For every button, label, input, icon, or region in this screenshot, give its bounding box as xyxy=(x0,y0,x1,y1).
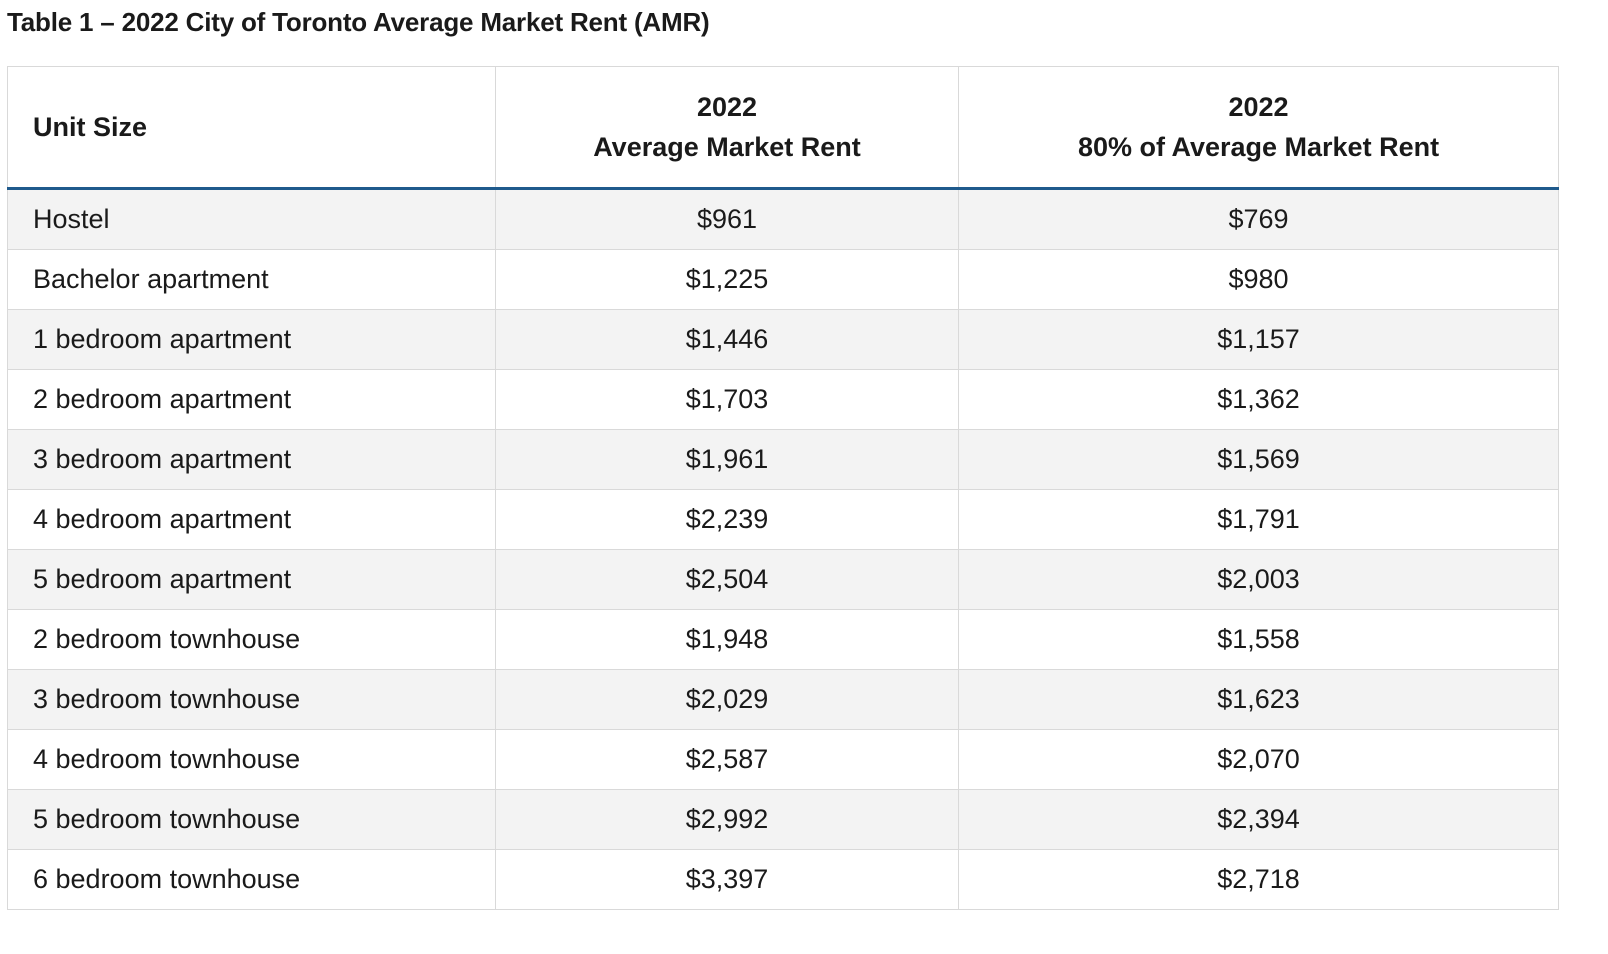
table-row: 4 bedroom apartment $2,239 $1,791 xyxy=(7,489,1559,550)
table-caption: Table 1 – 2022 City of Toronto Average M… xyxy=(7,7,710,37)
average-market-rent-cell: $2,587 xyxy=(495,729,959,790)
eighty-percent-amr-cell: $2,070 xyxy=(958,729,1559,790)
header-amr80-label: 80% of Average Market Rent xyxy=(1077,132,1440,162)
header-amr80-year: 2022 xyxy=(1228,92,1289,122)
average-market-rent-cell: $2,239 xyxy=(495,489,959,550)
table-row: 4 bedroom townhouse $2,587 $2,070 xyxy=(7,729,1559,790)
table-row: 2 bedroom apartment $1,703 $1,362 xyxy=(7,369,1559,430)
average-market-rent-cell: $1,961 xyxy=(495,429,959,490)
header-80-percent-amr: 2022 80% of Average Market Rent xyxy=(958,66,1559,190)
table-row: 3 bedroom apartment $1,961 $1,569 xyxy=(7,429,1559,490)
table-row: 6 bedroom townhouse $3,397 $2,718 xyxy=(7,849,1559,910)
header-unit-size-label: Unit Size xyxy=(33,112,148,142)
eighty-percent-amr-cell: $1,623 xyxy=(958,669,1559,730)
average-market-rent-cell: $3,397 xyxy=(495,849,959,910)
unit-size-cell: Hostel xyxy=(7,188,496,250)
eighty-percent-amr-cell: $2,394 xyxy=(958,789,1559,850)
average-market-rent-cell: $961 xyxy=(495,188,959,250)
table-row: 5 bedroom apartment $2,504 $2,003 xyxy=(7,549,1559,610)
eighty-percent-amr-cell: $1,569 xyxy=(958,429,1559,490)
eighty-percent-amr-cell: $980 xyxy=(958,249,1559,310)
header-unit-size: Unit Size xyxy=(7,66,496,190)
header-average-market-rent: 2022 Average Market Rent xyxy=(495,66,959,190)
average-market-rent-cell: $2,992 xyxy=(495,789,959,850)
table-row: Bachelor apartment $1,225 $980 xyxy=(7,249,1559,310)
average-market-rent-cell: $1,703 xyxy=(495,369,959,430)
eighty-percent-amr-cell: $1,157 xyxy=(958,309,1559,370)
eighty-percent-amr-cell: $1,362 xyxy=(958,369,1559,430)
unit-size-cell: 3 bedroom townhouse xyxy=(7,669,496,730)
eighty-percent-amr-cell: $1,558 xyxy=(958,609,1559,670)
average-market-rent-cell: $1,225 xyxy=(495,249,959,310)
unit-size-cell: 1 bedroom apartment xyxy=(7,309,496,370)
average-market-rent-cell: $2,029 xyxy=(495,669,959,730)
average-market-rent-cell: $1,446 xyxy=(495,309,959,370)
average-market-rent-cell: $2,504 xyxy=(495,549,959,610)
header-amr-label: Average Market Rent xyxy=(593,132,861,162)
eighty-percent-amr-cell: $769 xyxy=(958,188,1559,250)
table-row: 5 bedroom townhouse $2,992 $2,394 xyxy=(7,789,1559,850)
unit-size-cell: 5 bedroom townhouse xyxy=(7,789,496,850)
eighty-percent-amr-cell: $1,791 xyxy=(958,489,1559,550)
unit-size-cell: 2 bedroom townhouse xyxy=(7,609,496,670)
unit-size-cell: 4 bedroom apartment xyxy=(7,489,496,550)
header-amr-year: 2022 xyxy=(696,92,758,122)
header-row: Unit Size 2022 Average Market Rent 2022 … xyxy=(7,66,1559,190)
table-row: 1 bedroom apartment $1,446 $1,157 xyxy=(7,309,1559,370)
unit-size-cell: Bachelor apartment xyxy=(7,249,496,310)
unit-size-cell: 5 bedroom apartment xyxy=(7,549,496,610)
unit-size-cell: 2 bedroom apartment xyxy=(7,369,496,430)
unit-size-cell: 4 bedroom townhouse xyxy=(7,729,496,790)
eighty-percent-amr-cell: $2,003 xyxy=(958,549,1559,610)
table-row: 3 bedroom townhouse $2,029 $1,623 xyxy=(7,669,1559,730)
unit-size-cell: 3 bedroom apartment xyxy=(7,429,496,490)
table-row: 2 bedroom townhouse $1,948 $1,558 xyxy=(7,609,1559,670)
table-row: Hostel $961 $769 xyxy=(7,188,1559,250)
amr-table: Unit Size 2022 Average Market Rent 2022 … xyxy=(7,66,1559,910)
eighty-percent-amr-cell: $2,718 xyxy=(958,849,1559,910)
average-market-rent-cell: $1,948 xyxy=(495,609,959,670)
unit-size-cell: 6 bedroom townhouse xyxy=(7,849,496,910)
